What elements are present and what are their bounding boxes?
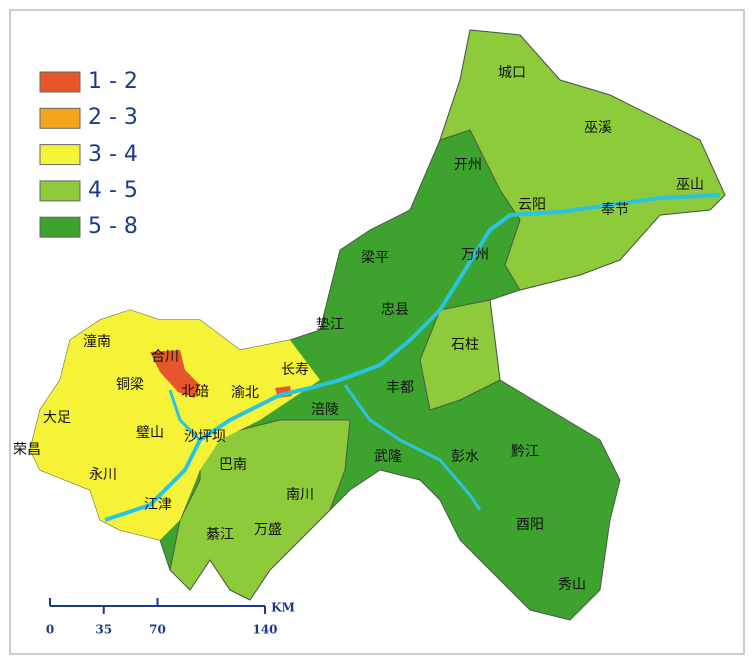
place-label: 忠县	[381, 302, 409, 318]
legend-label: 4 - 5	[88, 178, 138, 203]
scale-label: 70	[149, 623, 166, 637]
place-label: 沙坪坝	[184, 429, 226, 445]
place-label: 巫山	[676, 177, 704, 193]
river	[343, 384, 482, 511]
place-labels: 城口 巫溪 巫山 开州 云阳 奉节 梁平 万州 忠县 垫江 石柱 潼南 合川 长…	[13, 65, 704, 593]
place-label: 潼南	[83, 333, 111, 350]
legend-swatch	[39, 216, 81, 238]
place-label: 长寿	[281, 361, 309, 378]
place-label: 铜梁	[116, 377, 144, 393]
region-light-green	[169, 419, 351, 601]
scale-unit: KM	[271, 601, 295, 615]
place-label: 万盛	[254, 522, 282, 538]
place-label: 城口	[498, 65, 526, 81]
legend-swatch	[39, 107, 81, 129]
legend-swatch	[39, 180, 81, 202]
region-light-green	[439, 29, 726, 291]
scale-label: 140	[252, 623, 277, 637]
place-label: 荣昌	[13, 442, 41, 458]
region-yellow	[30, 310, 320, 540]
place-label: 永川	[89, 467, 117, 483]
place-label: 綦江	[206, 527, 234, 543]
scale-label: 0	[46, 623, 54, 637]
place-label: 梁平	[361, 250, 389, 266]
legend-label: 5 - 8	[88, 214, 138, 239]
place-label: 璧山	[136, 424, 164, 441]
legend-label: 3 - 4	[88, 142, 138, 167]
region-red	[150, 350, 200, 398]
river	[168, 389, 202, 442]
place-label: 云阳	[518, 197, 546, 213]
place-label: 丰都	[386, 380, 414, 396]
place-label: 南川	[286, 487, 314, 503]
place-label: 石柱	[451, 337, 479, 353]
place-label: 奉节	[601, 202, 629, 218]
scale-label: 35	[95, 623, 112, 637]
place-label: 酉阳	[516, 517, 544, 533]
legend-label: 2 - 3	[88, 105, 138, 130]
place-label: 垫江	[316, 317, 344, 333]
place-label: 江津	[144, 497, 172, 513]
place-label: 秀山	[558, 577, 586, 593]
place-label: 涪陵	[311, 402, 339, 418]
place-label: 万州	[461, 247, 489, 263]
place-label: 大足	[43, 410, 71, 426]
place-label: 渝北	[231, 385, 259, 401]
place-label: 巫溪	[584, 120, 612, 136]
place-label: 武隆	[374, 449, 402, 465]
place-label: 北碚	[181, 384, 209, 400]
scale-bar: KM 0 35 70 140	[46, 598, 295, 637]
legend-label: 1 - 2	[88, 69, 138, 94]
legend-swatch	[39, 71, 81, 93]
place-label: 开州	[454, 157, 482, 173]
place-label: 合川	[151, 349, 179, 365]
region-light-green	[419, 299, 501, 411]
place-label: 黔江	[511, 444, 539, 460]
place-label: 巴南	[219, 457, 247, 473]
legend-swatch	[39, 144, 81, 166]
place-label: 彭水	[451, 449, 479, 465]
legend: 1 - 2 2 - 3 3 - 4 4 - 5 5 - 8	[39, 69, 138, 239]
